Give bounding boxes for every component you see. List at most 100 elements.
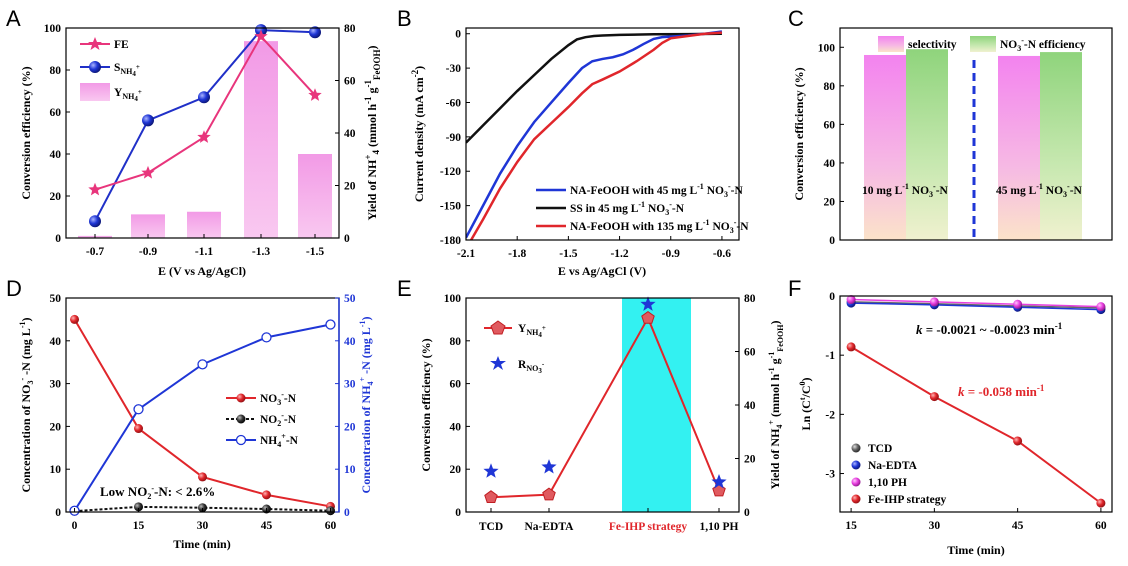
y-tick-label: -120 [440,166,461,178]
x-tick-label: -1.5 [306,246,324,258]
panel-d-x-axis-title: Time (min) [173,537,230,551]
point-2-3 [1096,302,1106,312]
x-tick-label: Na-EDTA [525,521,575,533]
x-tick-label: 0 [72,520,78,532]
y-tick-label: 30 [50,379,62,391]
panel-c-y-axis-title: Conversion efficiency (%) [792,67,806,200]
panel-f-frame [839,295,1113,513]
point-2-1 [133,404,144,415]
x-tick-label: 1,10 PH [700,521,739,533]
y-tick-label: 0 [55,233,61,245]
x-tick-label: TCD [479,521,503,533]
y-tick-label: 40 [450,421,462,433]
point-fe-1 [141,165,155,179]
y-tick-label: 20 [344,181,356,193]
point-2-2 [1013,299,1023,309]
y-tick-label: 100 [44,23,62,35]
bar-efficiency-0 [906,49,948,241]
legend-d2-label: NO2--N [260,411,297,428]
point-y-2 [641,310,655,324]
y-tick-label: 40 [344,128,356,140]
right-axis: 0 10 20 30 40 50 [335,293,356,519]
panel-f-k-annotation-1: k = -0.0021 ~ -0.0023 min-1 [916,321,1063,337]
point-0-2 [198,472,207,482]
y-tick-label: 80 [824,81,836,93]
point-fe-2 [197,130,211,143]
y-tick-label: -180 [440,235,461,247]
panel-a-x-axis-title: E (V vs Ag/AgCl) [158,264,246,278]
x-tick-label: -1.8 [508,248,526,260]
series-line-1 [851,302,1101,311]
panel-label-a: A [6,6,21,31]
y-tick-label: 100 [818,42,836,54]
y2-tick-label: 30 [344,379,356,391]
legend-circle-icon [89,61,101,73]
panel-b: 0 -30 -60 -90 -120 -150 -180-2.1 -1.8 -1.5 -1.2 -0… [410,27,749,278]
panel-a-legend: FE SNH4+ YNH4+ [80,37,142,103]
y-tick-label: -1 [825,350,835,362]
panel-d: 0 10 20 30 40 50 0 10 20 30 40 50 0 15 30 45 60 Concentr… [18,293,375,551]
point-r-2 [640,296,656,311]
y-tick-label: 80 [744,293,756,305]
x-tick-label: 30 [197,520,209,532]
x-tick-label: 15 [133,520,145,532]
legend-f4-label: Fe-IHP strategy [868,494,946,506]
legend-d1-label: NO3--N [260,390,297,407]
point-r-0 [483,463,499,478]
legend-f1-label: TCD [868,443,892,455]
y-tick-label: 40 [50,149,62,161]
x-tick-label: 30 [929,520,941,532]
panel-b-frame [465,27,740,241]
point-0-0 [70,314,80,324]
panel-d-y2-axis-title: Concentration of NH4+ -N (mg L-1) [358,317,375,494]
panel-e-y-axis-title: Conversion efficiency (%) [419,338,433,471]
point-0-1 [134,424,144,434]
y-tick-label: 100 [444,293,462,305]
point-3-0 [846,342,856,352]
panel-f-k-annotation-2: k = -0.058 min-1 [958,383,1045,399]
point-fe-4 [308,88,322,101]
point-s-0 [89,215,101,228]
y-tick-label: 0 [829,291,835,303]
panel-c: 0 20 40 60 80 100 Conversion efficiency (%) s… [792,27,1113,247]
panel-label-d: D [6,276,22,301]
legend-selectivity-swatch [878,36,904,52]
legend-b1-label: NA-FeOOH with 45 mg L-1 NO3--N [570,182,743,199]
point-2-3 [261,332,272,343]
point-3-3 [1096,498,1106,508]
y-tick-label: 0 [744,507,750,519]
panel-c-legend: selectivity NO3--N efficiency [878,36,1086,53]
y-tick-label: 80 [450,336,462,348]
legend-f2-label: Na-EDTA [868,460,918,472]
x-tick-label: -0.9 [139,246,157,258]
bar-yield-1 [131,214,165,238]
panel-label-c: C [788,6,804,31]
y2-tick-label: 50 [344,293,356,305]
x-tick-label: -0.7 [86,246,104,258]
panel-b-y-axis-title: Current density (mA cm-2) [410,66,426,202]
x-tick-label: 45 [261,520,273,532]
point-y-3 [712,483,726,497]
panel-e-legend: YNH4+ RNO3- [484,320,546,375]
bar-yield-3 [244,41,278,238]
point-fe-3 [254,29,268,43]
bar-yield-2 [187,211,221,238]
point-0-3 [261,490,271,500]
point-1-2 [198,503,207,513]
series-line-0 [466,30,723,239]
series-line-y [490,315,720,499]
legend-e2-label: RNO3- [518,359,545,375]
legend-fe-label: FE [114,39,129,51]
legend-star-icon [490,356,506,370]
x-tick-label: 15 [845,520,857,532]
panel-c-group1-label: 10 mg L-1 NO3--N [862,182,949,199]
y-tick-label: -3 [825,469,835,481]
x-tick-label: 45 [1012,520,1024,532]
point-r-1 [541,459,557,474]
bar-selectivity-1 [998,55,1040,241]
point-2-1 [929,297,939,307]
point-fe-0 [88,182,102,196]
highlight-band [622,298,691,512]
y-tick-label: 40 [744,400,756,412]
y-tick-label: 60 [344,76,356,88]
